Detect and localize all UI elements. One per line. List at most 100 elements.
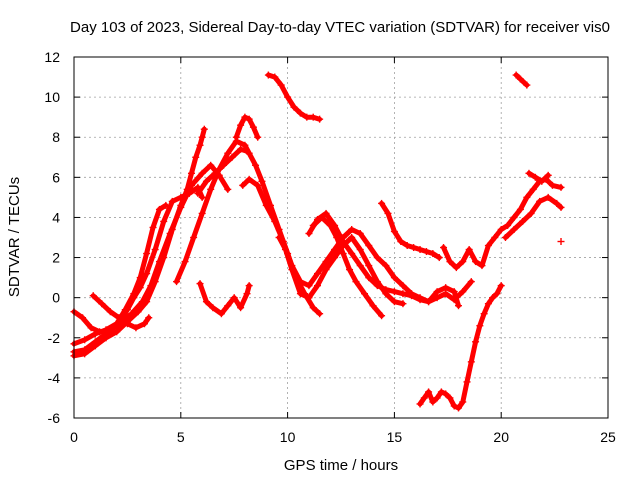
data-point xyxy=(463,378,471,386)
data-point xyxy=(459,258,467,266)
series-track-o xyxy=(440,175,565,272)
data-point xyxy=(331,221,339,229)
data-point xyxy=(544,193,552,201)
data-point xyxy=(399,290,407,298)
series-line xyxy=(379,200,442,261)
data-point xyxy=(442,284,450,292)
data-point xyxy=(525,169,533,177)
data-point xyxy=(480,310,488,318)
grid-lines xyxy=(74,57,608,418)
data-point xyxy=(322,258,330,266)
data-point xyxy=(89,292,97,300)
data-point xyxy=(422,248,430,256)
series-line xyxy=(526,170,551,184)
data-point xyxy=(198,209,206,217)
data-point xyxy=(309,113,317,121)
data-point xyxy=(331,246,339,254)
data-point xyxy=(331,254,339,262)
data-point xyxy=(384,209,392,217)
data-point xyxy=(416,246,424,254)
data-point xyxy=(373,282,381,290)
data-point xyxy=(452,264,460,272)
data-point xyxy=(262,201,270,209)
series-track-q xyxy=(525,169,552,185)
data-point xyxy=(115,314,123,322)
x-tick-label: 0 xyxy=(70,429,78,445)
data-point xyxy=(241,113,249,121)
data-point xyxy=(429,250,437,258)
data-point xyxy=(200,125,208,133)
data-point xyxy=(360,290,368,298)
data-point xyxy=(472,258,480,266)
series-line xyxy=(71,162,231,335)
data-point xyxy=(484,242,492,250)
data-point xyxy=(183,185,191,193)
data-point xyxy=(523,81,531,89)
data-point xyxy=(365,262,373,270)
data-point xyxy=(155,205,163,213)
data-point xyxy=(467,278,475,286)
data-point xyxy=(339,238,347,246)
data-point xyxy=(314,282,322,290)
data-point xyxy=(106,308,114,316)
series-line xyxy=(197,281,252,317)
data-point xyxy=(190,234,198,241)
data-point xyxy=(516,75,524,83)
x-tick-label: 25 xyxy=(600,429,616,445)
y-tick-label: 4 xyxy=(52,209,60,225)
series-track-s xyxy=(416,282,505,412)
data-point xyxy=(245,115,253,123)
series-track-t xyxy=(196,280,253,318)
data-point xyxy=(365,274,373,282)
data-point xyxy=(91,342,99,350)
data-point xyxy=(277,81,285,89)
data-point xyxy=(209,304,217,312)
data-point xyxy=(425,388,433,396)
data-point xyxy=(454,404,462,412)
data-point xyxy=(217,310,225,318)
data-point xyxy=(252,161,260,169)
data-point xyxy=(373,254,381,262)
data-point xyxy=(446,394,454,402)
data-point xyxy=(516,205,524,213)
series-track-a xyxy=(70,161,232,336)
y-tick-label: 2 xyxy=(52,250,60,266)
data-point xyxy=(410,244,418,252)
data-point xyxy=(399,282,407,290)
axis-ticks: 0 5 10 15 20 25 -6 -4 -2 0 2 4 6 8 10 12 xyxy=(44,49,616,445)
data-point xyxy=(224,149,232,157)
data-point xyxy=(181,258,189,266)
series-track-h xyxy=(232,113,262,141)
data-point xyxy=(288,266,296,274)
chart-title: Day 103 of 2023, Sidereal Day-to-day VTE… xyxy=(70,19,610,36)
data-point xyxy=(151,246,159,254)
data-point xyxy=(81,336,89,344)
data-point xyxy=(429,398,437,406)
data-point xyxy=(538,177,546,185)
data-point xyxy=(348,250,356,258)
data-point xyxy=(87,324,95,332)
x-tick-label: 10 xyxy=(280,429,296,445)
data-point xyxy=(102,334,110,342)
data-point xyxy=(440,244,448,252)
data-point xyxy=(121,306,129,314)
data-point xyxy=(91,330,99,338)
series-line xyxy=(71,126,207,359)
data-point xyxy=(305,229,313,237)
data-point xyxy=(382,286,390,294)
data-point xyxy=(160,217,168,225)
data-point xyxy=(314,215,322,223)
y-tick-label: -2 xyxy=(48,330,61,346)
data-point xyxy=(207,185,215,193)
data-point xyxy=(275,234,283,241)
data-point xyxy=(322,209,330,217)
data-point xyxy=(420,394,428,402)
data-point xyxy=(113,328,121,336)
data-point xyxy=(348,225,356,233)
data-point xyxy=(390,288,398,296)
data-point xyxy=(232,133,240,141)
data-point xyxy=(230,294,238,302)
data-point xyxy=(224,302,232,310)
data-point xyxy=(264,71,272,79)
data-point xyxy=(510,213,518,221)
